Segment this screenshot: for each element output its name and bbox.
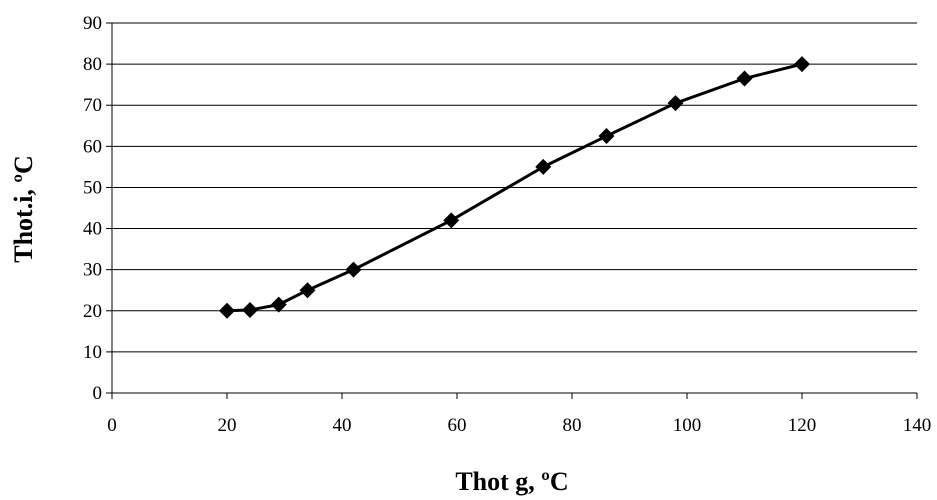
x-axis-title: Thot g, ºC [455,467,568,496]
y-tick-label-10: 10 [83,342,102,363]
y-tick-label-70: 70 [83,95,102,116]
data-point-0-4 [345,261,362,278]
series-layer [219,56,810,319]
y-tick-label-30: 30 [83,260,102,281]
y-tick-label-50: 50 [83,177,102,198]
y-tick-label-40: 40 [83,219,102,240]
y-tick-label-80: 80 [83,54,102,75]
y-tick-label-90: 90 [83,13,102,34]
x-tick-label-120: 120 [788,415,817,436]
x-tick-label-140: 140 [903,415,932,436]
data-point-0-9 [736,70,753,87]
x-tick-label-20: 20 [218,415,237,436]
data-point-0-0 [219,302,235,319]
y-tick-label-0: 0 [93,383,103,404]
data-point-0-1 [242,301,258,318]
data-point-0-10 [794,56,810,73]
x-tick-label-100: 100 [673,415,702,436]
x-tick-label-60: 60 [448,415,467,436]
data-point-0-3 [299,282,316,299]
data-point-0-6 [535,158,552,175]
data-point-0-8 [667,95,684,112]
y-tick-label-60: 60 [83,136,102,157]
tick-labels: 0 10 20 30 40 50 60 70 80 90 0 20 40 60 80 100 120 140 [83,13,931,436]
x-tick-label-80: 80 [563,415,582,436]
gridlines [112,22,917,353]
y-tick-label-20: 20 [83,301,102,322]
y-axis-title: Thot.i, ºC [9,155,38,263]
x-tick-label-0: 0 [107,415,117,436]
data-point-0-2 [270,296,287,313]
data-point-0-5 [443,212,460,229]
axes [106,22,918,399]
x-tick-label-40: 40 [333,415,352,436]
data-point-0-7 [598,128,615,145]
